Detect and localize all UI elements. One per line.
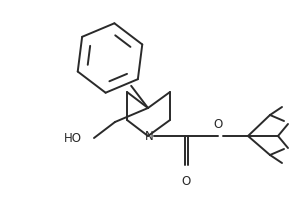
Text: HO: HO xyxy=(64,132,82,145)
Text: O: O xyxy=(181,175,191,188)
Text: N: N xyxy=(145,130,153,143)
Text: O: O xyxy=(213,118,223,131)
